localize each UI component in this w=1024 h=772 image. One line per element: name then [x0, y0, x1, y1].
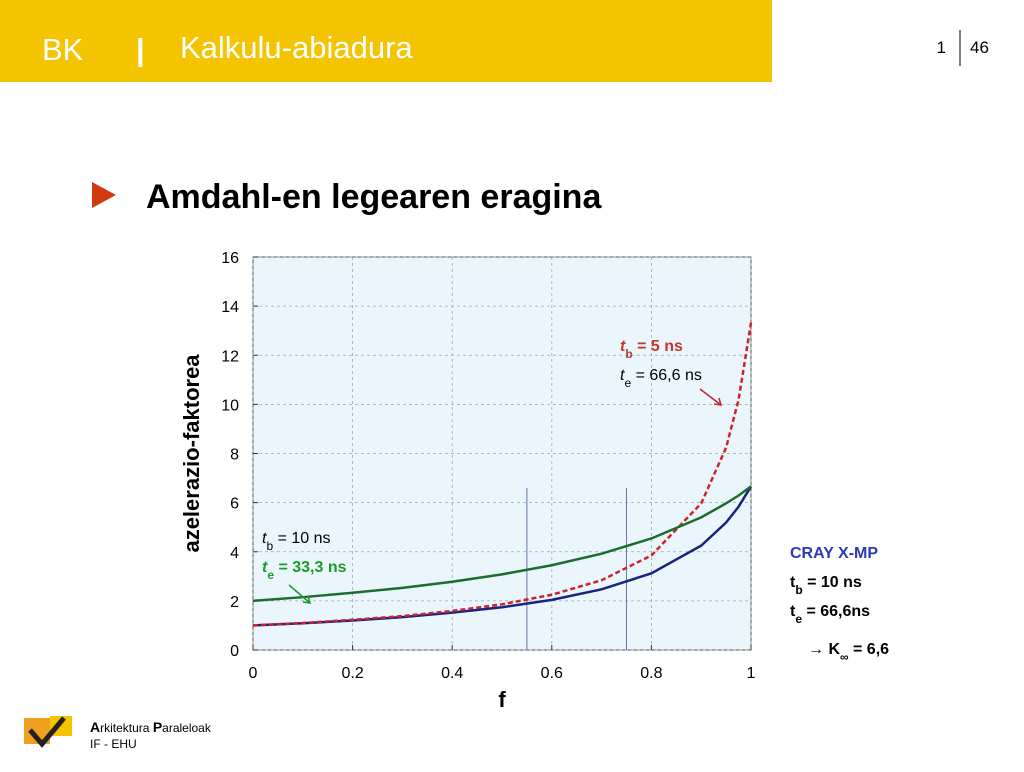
slide-title: Amdahl-en legearen eragina — [146, 178, 602, 216]
cray-line-part: t — [790, 574, 796, 591]
series-line — [252, 485, 752, 603]
annotation-part: = 33,3 ns — [274, 559, 347, 576]
annotation: tb = 5 ns — [620, 338, 683, 361]
y-tick-label: 12 — [221, 348, 239, 365]
cray-line-part: = 66,6ns — [802, 603, 870, 620]
annotation: te = 33,3 ns — [262, 559, 347, 582]
footer-part: araleloak — [162, 721, 212, 735]
x-tick-label: 0.4 — [441, 665, 463, 682]
y-tick-label: 14 — [221, 299, 239, 316]
cray-result-part: ∞ — [840, 650, 849, 664]
annotation: te = 66,6 ns — [620, 367, 702, 390]
x-tick-label: 0.2 — [341, 665, 363, 682]
annotation-part: = 5 ns — [633, 338, 683, 355]
annotation-part: b — [625, 347, 632, 361]
annotation-arrow — [699, 388, 723, 406]
annotation: tb = 10 ns — [262, 530, 331, 553]
annotation-part: = 66,6 ns — [631, 367, 702, 384]
logo-check — [28, 716, 66, 748]
annotation-part: t — [262, 559, 268, 576]
cray-line: te = 66,6ns — [790, 603, 870, 626]
annotation-part: e — [267, 568, 274, 582]
x-tick-label: 1 — [747, 665, 756, 682]
y-tick-label: 0 — [230, 643, 239, 660]
y-axis-label: azelerazio-faktorea — [179, 354, 204, 553]
cray-line-part: b — [795, 583, 802, 597]
y-tick-label: 6 — [230, 496, 239, 513]
x-tick-label: 0 — [249, 665, 258, 682]
x-tick-label: 0.6 — [541, 665, 563, 682]
header-bar — [0, 0, 772, 82]
header-separator: | — [136, 32, 145, 67]
series-line — [252, 322, 753, 627]
cray-title: CRAY X-MP — [790, 545, 878, 562]
annotation-part: e — [624, 376, 631, 390]
header-left: BK — [42, 32, 84, 67]
annotation-part: t — [620, 367, 625, 384]
page-total: 46 — [970, 38, 989, 57]
annotation-part: t — [620, 338, 626, 355]
footer-line2: IF - EHU — [90, 737, 137, 751]
annotation-part: t — [262, 530, 267, 547]
y-tick-label: 16 — [221, 250, 239, 267]
x-axis-label: f — [498, 687, 506, 712]
footer-line1: Arkitektura Paraleloak — [90, 719, 212, 735]
footer-part: rkitektura — [100, 721, 153, 735]
page-number: 1 — [937, 38, 946, 57]
y-tick-label: 10 — [221, 397, 239, 414]
annotation-arrow — [288, 584, 312, 604]
cray-result-part: → K — [808, 641, 840, 658]
bullet — [92, 182, 116, 208]
y-tick-label: 8 — [230, 447, 239, 464]
cray-line-part: t — [790, 603, 796, 620]
cray-line-part: e — [795, 612, 802, 626]
chart: 0 2 4 6 8 10 12 14 16 0 0.2 0.4 0.6 0.8 1 f azelerazio-f… — [179, 250, 756, 712]
header-title: Kalkulu-abiadura — [180, 30, 413, 65]
annotation-part: = 10 ns — [273, 530, 330, 547]
annotation-part: b — [266, 539, 273, 553]
cray-result: → K∞ = 6,6 — [808, 641, 889, 664]
y-tick-label: 4 — [230, 545, 239, 562]
y-tick-label: 2 — [230, 594, 239, 611]
cray-result-part: = 6,6 — [849, 641, 890, 658]
footer: Arkitektura Paraleloak — [90, 719, 212, 735]
x-tick-label: 0.8 — [640, 665, 662, 682]
footer-part: P — [153, 719, 162, 735]
cray-line: tb = 10 ns — [790, 574, 862, 597]
footer-part: A — [90, 719, 100, 735]
cray-line-part: = 10 ns — [803, 574, 862, 591]
